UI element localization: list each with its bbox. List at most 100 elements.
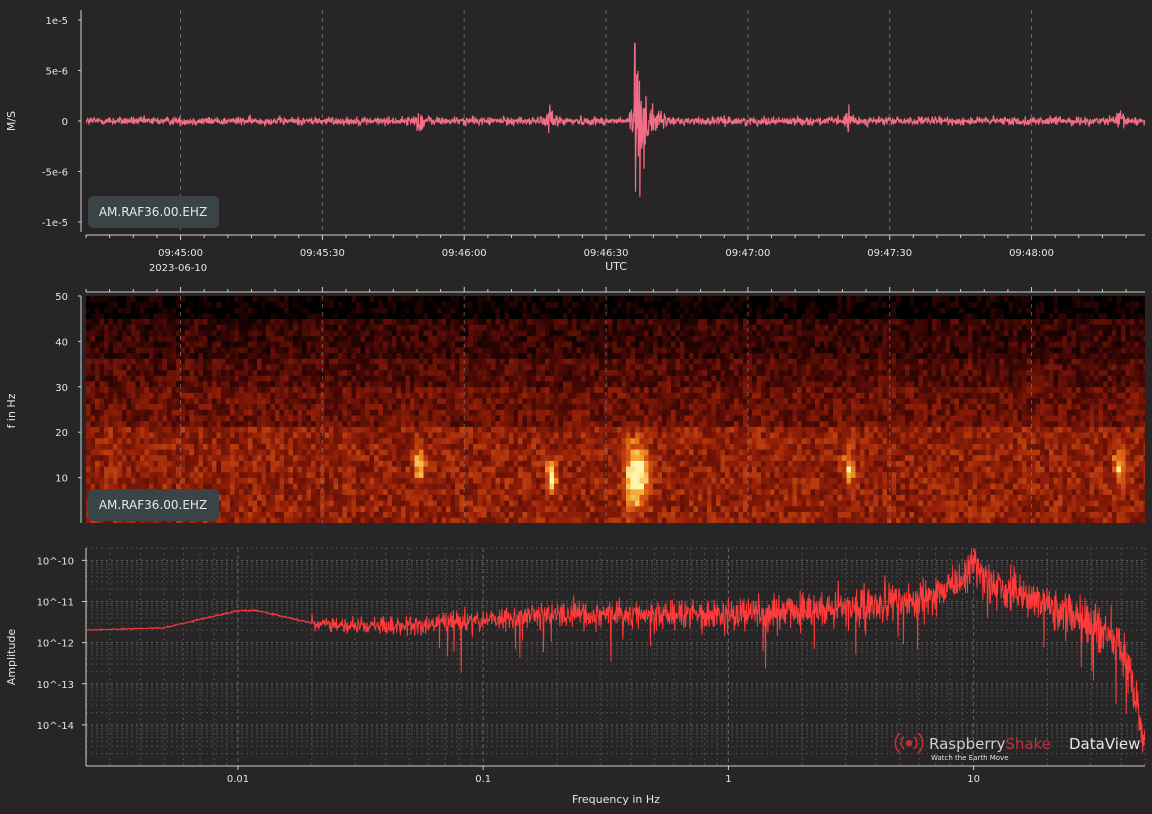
spectrogram-cell — [230, 466, 235, 473]
spectrogram-cell — [167, 318, 172, 325]
spectrogram-cell — [608, 517, 613, 523]
spectrogram-cell — [585, 381, 591, 388]
spectrogram-cell — [581, 313, 586, 319]
spectrogram-cell — [576, 313, 582, 319]
spectrogram-cell — [171, 432, 177, 439]
spectrogram-cell — [189, 296, 195, 302]
spectrogram-cell — [266, 341, 271, 348]
spectrogram-cell — [243, 506, 249, 512]
spectrogram-cell — [311, 381, 316, 388]
spectrogram-cell — [432, 500, 438, 507]
spectrogram-cell — [108, 313, 114, 319]
spectrogram-cell — [554, 347, 559, 354]
spectrogram-cell — [135, 296, 141, 302]
spectrogram-cell — [441, 398, 447, 405]
spectrogram-cell — [266, 460, 271, 467]
spectrogram-cell — [522, 375, 528, 382]
spectrogram-cell — [239, 449, 244, 456]
spectrogram-cell — [387, 471, 393, 478]
spectrogram-cell — [266, 392, 271, 399]
spectrogram-cell — [243, 449, 249, 456]
spectrogram-cell — [347, 347, 352, 354]
spectrogram-cell — [590, 324, 595, 331]
spectrogram-cell — [401, 341, 406, 348]
spectrogram-cell — [378, 398, 384, 405]
spectrogram-cell — [401, 517, 406, 523]
spectrogram-cell — [378, 488, 384, 495]
spectrogram-cell — [590, 381, 595, 388]
spectrogram-cell — [225, 398, 231, 405]
spectrogram-cell — [549, 358, 555, 365]
spectrogram-cell — [347, 454, 352, 461]
spectrogram-cell — [333, 437, 339, 444]
spectrogram-cell — [257, 488, 262, 495]
spectrogram-cell — [167, 352, 172, 359]
spectrogram-cell — [297, 415, 303, 422]
spectrogram-cell — [216, 477, 222, 484]
spectrogram-cell — [99, 358, 105, 365]
spectrogram-cell — [545, 494, 550, 501]
spectrogram-cell — [572, 511, 577, 518]
waveform-y-tick-label: 5e-6 — [46, 67, 69, 78]
spectrogram-cell — [590, 301, 595, 308]
spectrogram-cell — [239, 426, 244, 433]
spectrogram-cell — [302, 437, 307, 444]
spectrogram-cell — [288, 318, 294, 325]
spectrogram-cell — [275, 488, 280, 495]
spectrogram-cell — [221, 420, 226, 427]
spectrogram-cell — [500, 506, 505, 512]
spectrogram-cell — [342, 500, 348, 507]
spectrogram-cell — [315, 386, 321, 393]
spectrogram-cell — [149, 341, 154, 348]
spectrogram-cell — [527, 454, 532, 461]
spectrogram-cell — [617, 386, 622, 393]
spectrogram-cell — [401, 483, 406, 490]
spectrogram-cell — [585, 420, 591, 427]
spectrogram-cell — [486, 341, 492, 348]
spectrogram-cell — [626, 398, 631, 405]
spectrogram-cell — [401, 296, 406, 302]
spectrogram-cell — [549, 415, 555, 422]
spectrogram-cell — [432, 307, 438, 314]
spectrogram-cell — [378, 341, 384, 348]
spectrogram-cell — [365, 449, 370, 456]
spectrogram-cell — [297, 307, 303, 314]
spectrogram-cell — [635, 420, 640, 427]
spectrogram-cell — [581, 432, 586, 439]
spectrogram-cell — [153, 341, 159, 348]
spectrogram-cell — [504, 517, 510, 523]
spectrogram-cell — [194, 318, 199, 325]
spectrogram-cell — [527, 403, 532, 410]
spectrogram-cell — [333, 352, 339, 359]
spectrogram-cell — [342, 517, 348, 523]
spectrogram-cell — [509, 318, 514, 325]
spectrogram-cell — [500, 381, 505, 388]
spectrogram-cell — [428, 330, 433, 337]
spectrogram-cell — [401, 352, 406, 359]
spectrogram-cell — [428, 318, 433, 325]
spectrogram-cell — [563, 506, 568, 512]
spectrogram-cell — [248, 494, 253, 501]
spectrogram-cell — [158, 471, 163, 478]
spectrogram-cell — [527, 296, 532, 302]
spectrogram-cell — [441, 415, 447, 422]
spectrogram-cell — [261, 500, 267, 507]
spectrogram-cell — [540, 409, 546, 416]
spectrogram-cell — [104, 375, 109, 382]
spectrogram-cell — [401, 454, 406, 461]
spectrogram-cell — [198, 381, 204, 388]
spectrogram-cell — [401, 420, 406, 427]
spectrogram-cell — [374, 488, 379, 495]
spectrogram-cell — [140, 364, 145, 371]
spectrogram-cell — [572, 381, 577, 388]
spectrogram-cell — [617, 511, 622, 518]
spectrogram-cell — [419, 301, 424, 308]
spectrogram-cell — [477, 517, 483, 523]
spectrogram-cell — [194, 296, 199, 302]
spectrogram-cell — [297, 477, 303, 484]
spectrogram-cell — [270, 364, 276, 371]
spectrogram-cell — [266, 426, 271, 433]
spectrogram-cell — [383, 511, 388, 518]
spectrogram-cell — [158, 335, 163, 342]
spectrogram-cell — [531, 364, 537, 371]
